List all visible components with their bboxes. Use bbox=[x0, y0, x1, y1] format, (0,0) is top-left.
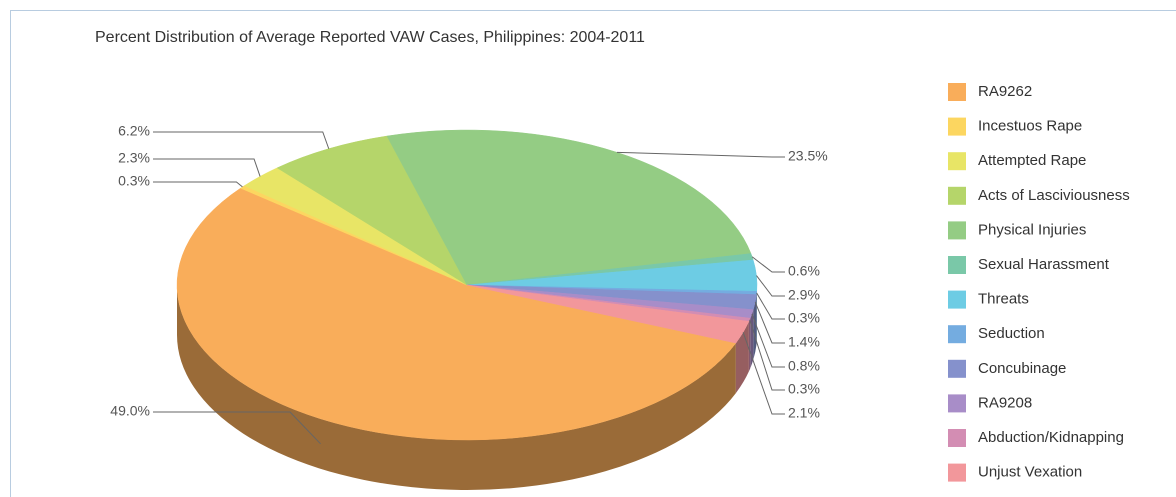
leader-line bbox=[153, 411, 321, 445]
pie-side bbox=[753, 294, 757, 360]
pie-side bbox=[748, 318, 751, 372]
pie-tops bbox=[176, 129, 758, 441]
chart-title: Percent Distribution of Average Reported… bbox=[95, 29, 645, 46]
legend-label: Unjust Vexation bbox=[978, 464, 1082, 481]
legend-swatch bbox=[948, 83, 966, 101]
data-label: 2.1% bbox=[788, 405, 820, 421]
leader-line bbox=[756, 292, 785, 320]
pie-slice bbox=[466, 284, 750, 344]
legend-swatch bbox=[948, 325, 966, 344]
data-label: 23.5% bbox=[788, 148, 828, 164]
pie-side bbox=[177, 285, 736, 490]
data-label: 2.9% bbox=[788, 287, 820, 303]
leader-line bbox=[153, 181, 243, 188]
data-label: 0.8% bbox=[788, 358, 820, 374]
legend-swatch bbox=[948, 256, 966, 274]
leader-line bbox=[756, 275, 785, 297]
data-label: 0.3% bbox=[118, 173, 150, 189]
legend-label: Threats bbox=[978, 291, 1029, 308]
legend-label: RA9262 bbox=[978, 83, 1032, 100]
pie-slice bbox=[276, 135, 468, 286]
legend-label: Seduction bbox=[978, 325, 1045, 342]
leader-line bbox=[616, 151, 785, 158]
legend-label: Sexual Harassment bbox=[978, 256, 1110, 273]
legend-swatch bbox=[948, 186, 966, 205]
legend-swatch bbox=[948, 152, 966, 171]
leader-line bbox=[749, 319, 785, 391]
leader-line bbox=[754, 301, 785, 344]
leader-line bbox=[153, 131, 330, 149]
data-label: 2.3% bbox=[118, 150, 150, 166]
legend-label: Physical Injuries bbox=[978, 221, 1086, 238]
legend-label: Attempted Rape bbox=[978, 152, 1086, 169]
legend-label: Acts of Lasciviousness bbox=[978, 187, 1130, 204]
legend-swatch bbox=[948, 221, 966, 240]
data-label: 49.0% bbox=[110, 403, 150, 419]
legend-label: Incestuos Rape bbox=[978, 118, 1082, 135]
pie-labels: 49.0% 0.3% 2.3% 6.2% 23.5% 0.6% 2.9% 0.3% 1.4% 0.… bbox=[110, 123, 828, 445]
legend: RA9262 Incestuos Rape Attempted Rape Acts o… bbox=[948, 83, 1130, 482]
legend-swatch bbox=[948, 117, 966, 136]
legend-label: Concubinage bbox=[978, 360, 1066, 377]
leader-line bbox=[751, 313, 785, 368]
legend-swatch bbox=[948, 290, 966, 309]
leader-line bbox=[742, 332, 785, 415]
legend-swatch bbox=[948, 429, 966, 447]
legend-label: Abduction/Kidnapping bbox=[978, 429, 1124, 446]
legend-swatch bbox=[948, 359, 966, 378]
legend-swatch bbox=[948, 463, 966, 482]
legend-swatch bbox=[948, 394, 966, 413]
legend-label: RA9208 bbox=[978, 394, 1032, 411]
leader-line bbox=[153, 158, 261, 177]
leader-line bbox=[751, 256, 785, 273]
data-label: 0.3% bbox=[788, 310, 820, 326]
pie-slice bbox=[176, 187, 737, 441]
data-label: 6.2% bbox=[118, 123, 150, 139]
data-label: 0.6% bbox=[788, 263, 820, 279]
data-label: 0.3% bbox=[788, 381, 820, 397]
data-label: 1.4% bbox=[788, 334, 820, 350]
